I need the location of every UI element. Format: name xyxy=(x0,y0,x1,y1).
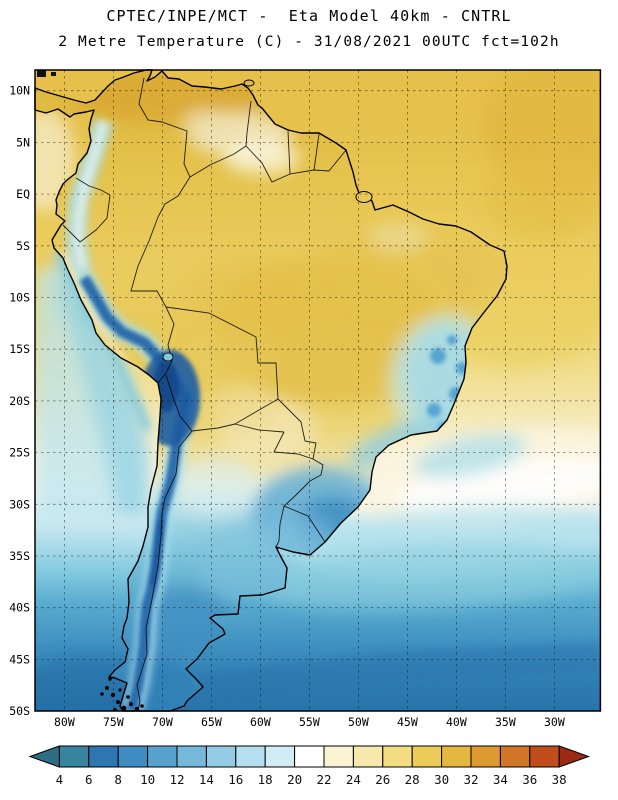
lat-label: 50S xyxy=(9,704,30,718)
lon-label: 70W xyxy=(152,715,173,729)
lake-titicaca xyxy=(162,352,174,362)
lon-label: 35W xyxy=(495,715,516,729)
colorbar-segment xyxy=(58,745,90,768)
colorbar-segment xyxy=(264,745,296,768)
colorbar-segment xyxy=(88,745,119,768)
colorbar-segment xyxy=(441,745,472,768)
lon-label: 45W xyxy=(397,715,418,729)
colorbar-tick-label: 14 xyxy=(199,772,214,787)
colorbar-tick-label: 24 xyxy=(346,772,361,787)
colorbar-tick-label: 22 xyxy=(316,772,331,787)
title-line-2: 2 Metre Temperature (C) - 31/08/2021 00U… xyxy=(58,34,560,50)
colorbar-tick-label: 12 xyxy=(169,772,184,787)
lat-label: 10S xyxy=(9,291,30,305)
lat-label: 5N xyxy=(16,135,30,149)
colorbar-segment xyxy=(294,745,325,768)
colorbar-tick-label: 38 xyxy=(552,772,567,787)
colorbar-segment xyxy=(117,745,149,768)
colorbar-tick-label: 32 xyxy=(463,772,478,787)
lon-label: 60W xyxy=(250,715,271,729)
colorbar-tick-label: 16 xyxy=(228,772,243,787)
colorbar-arrow-right xyxy=(558,745,591,768)
lon-label: 65W xyxy=(201,715,222,729)
colorbar-tick-label: 10 xyxy=(140,772,155,787)
colorbar-tick-label: 26 xyxy=(375,772,390,787)
lat-label: 45S xyxy=(9,652,30,666)
colorbar-segment xyxy=(470,745,501,768)
colorbar-tick-label: 20 xyxy=(287,772,302,787)
latitude-axis: 10N 5N EQ 5S 10S 15S 20S 25S 30S 35S 40S 45S 50S xyxy=(9,84,30,718)
colorbar-segment xyxy=(382,745,413,768)
colorbar-tick-label: 6 xyxy=(85,772,93,787)
lon-label: 50W xyxy=(348,715,369,729)
lon-label: 75W xyxy=(103,715,124,729)
colorbar-segment xyxy=(323,745,354,768)
colorbar-segment xyxy=(147,745,178,768)
colorbar-segment xyxy=(352,745,384,768)
lat-label: 30S xyxy=(9,497,30,511)
colorbar-segment xyxy=(499,745,531,768)
colorbar-segment xyxy=(176,745,207,768)
colorbar-tick-label: 4 xyxy=(56,772,64,787)
colorbar-arrow-left xyxy=(28,745,60,768)
colorbar-tick-label: 30 xyxy=(434,772,449,787)
map-frame xyxy=(34,69,602,712)
colorbar-tick-label: 18 xyxy=(258,772,273,787)
lon-label: 80W xyxy=(54,715,75,729)
lat-label: EQ xyxy=(16,187,30,201)
lat-label: 25S xyxy=(9,446,30,460)
title-line-1: CPTEC/INPE/MCT - Eta Model 40km - CNTRL xyxy=(106,7,512,25)
temperature-colorbar: 4 6 8 10 12 14 16 18 20 22 24 26 28 30 32 34 36 38 xyxy=(28,745,591,787)
lat-label: 10N xyxy=(9,84,30,98)
lat-label: 20S xyxy=(9,394,30,408)
gridlines xyxy=(35,70,601,711)
country-borders xyxy=(62,77,347,711)
lon-label: 30W xyxy=(544,715,565,729)
colorbar-tick-label: 36 xyxy=(522,772,537,787)
longitude-axis: 80W 75W 70W 65W 60W 55W 50W 45W 40W 35W 30W xyxy=(54,715,565,729)
islands xyxy=(37,70,373,711)
colorbar-segment xyxy=(205,745,237,768)
colorbar-tick-label: 8 xyxy=(114,772,122,787)
colorbar-tick-label: 28 xyxy=(405,772,420,787)
lon-label: 40W xyxy=(446,715,467,729)
lat-label: 5S xyxy=(16,239,30,253)
lat-label: 15S xyxy=(9,342,30,356)
colorbar-tick-label: 34 xyxy=(493,772,508,787)
colorbar-segment xyxy=(411,745,443,768)
lat-label: 35S xyxy=(9,549,30,563)
lat-label: 40S xyxy=(9,601,30,615)
lon-label: 55W xyxy=(299,715,320,729)
colorbar-segment xyxy=(235,745,266,768)
colorbar-segment xyxy=(529,745,560,768)
